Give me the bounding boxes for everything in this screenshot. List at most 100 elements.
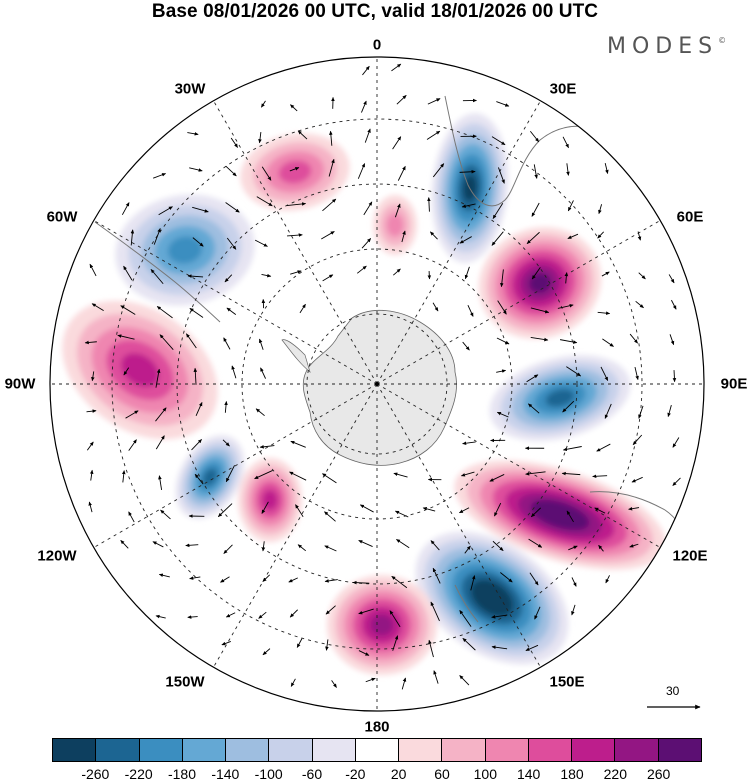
- wind-arrow: [86, 441, 94, 451]
- wind-arrow: [638, 405, 644, 419]
- wind-arrow: [231, 365, 237, 379]
- colorbar-tick-label: -100: [254, 766, 283, 782]
- wind-arrow: [628, 506, 640, 511]
- logo-text: MODES: [607, 34, 719, 59]
- wind-arrow: [325, 605, 336, 615]
- wind-arrow: [159, 334, 174, 350]
- wind-arrow: [497, 300, 507, 315]
- map-boundary: [49, 56, 705, 712]
- wind-arrow: [494, 502, 502, 517]
- modes-logo: MODES©: [607, 34, 726, 59]
- wind-arrow: [394, 510, 409, 518]
- south-america-coast: [94, 221, 221, 323]
- wind-arrow: [296, 638, 303, 648]
- wind-arrow: [459, 169, 476, 174]
- wind-arrow: [491, 645, 508, 650]
- wind-arrow: [325, 639, 329, 651]
- polar-stereographic-map: [49, 56, 705, 712]
- colorbar-segment: [399, 739, 443, 761]
- wind-arrow: [461, 203, 476, 208]
- colorbar-tick-label: -220: [124, 766, 153, 782]
- wind-arrow: [638, 272, 646, 280]
- wind-arrow: [260, 367, 266, 379]
- logo-registered-mark: ©: [718, 36, 727, 45]
- wind-arrow: [324, 579, 338, 583]
- colorbar-segment: [182, 739, 227, 761]
- negative-anomaly-150e: [415, 531, 569, 665]
- wind-arrow: [460, 471, 475, 477]
- wind-arrow: [187, 274, 204, 278]
- wind-arrow: [430, 540, 440, 551]
- wind-arrow: [534, 606, 541, 620]
- wind-arrow: [290, 678, 296, 687]
- wind-arrow: [561, 471, 581, 476]
- colorbar-tick-label: 260: [646, 766, 671, 782]
- wind-arrow: [117, 334, 135, 340]
- wind-arrow: [357, 163, 366, 179]
- wind-arrow: [392, 635, 399, 651]
- wind-arrow: [529, 572, 539, 586]
- colorbar-tick-label: 220: [603, 766, 628, 782]
- wind-arrow: [669, 334, 675, 346]
- colorbar-segment: [226, 739, 270, 761]
- meridian-line: [376, 220, 661, 385]
- wind-arrow: [592, 474, 608, 479]
- wind-arrow: [261, 273, 272, 278]
- wind-arrow: [153, 228, 161, 245]
- wind-arrow: [185, 543, 199, 548]
- wind-arrow: [358, 608, 374, 615]
- meridian-line: [376, 100, 541, 385]
- wind-arrow: [529, 130, 540, 143]
- wind-arrow: [631, 476, 643, 483]
- wind-arrow: [220, 576, 230, 583]
- wind-arrow: [289, 167, 300, 172]
- wind-arrow: [361, 238, 372, 249]
- wind-arrow: [363, 201, 373, 216]
- wind-arrow: [297, 544, 307, 552]
- antarctic-peninsula: [281, 339, 311, 374]
- wind-arrow: [364, 128, 371, 143]
- colorbar-segment: [269, 739, 313, 761]
- wind-arrow: [392, 136, 402, 150]
- wind-arrow: [427, 98, 441, 105]
- wind-arrow: [262, 574, 271, 582]
- wind-arrow: [432, 163, 445, 178]
- wind-arrow: [297, 130, 308, 140]
- wind-arrow: [153, 173, 167, 179]
- wind-arrow: [491, 136, 506, 146]
- wind-arrow: [324, 545, 337, 552]
- wind-arrow: [223, 544, 233, 554]
- wind-arrow: [221, 641, 231, 646]
- colorbar-segment: [312, 739, 356, 761]
- wind-arrow: [289, 471, 307, 481]
- wind-arrow: [531, 267, 541, 280]
- wind-arrow: [86, 409, 97, 413]
- wind-arrow: [187, 615, 198, 619]
- wind-arrow: [598, 204, 603, 215]
- colorbar-segment: [658, 739, 701, 761]
- wind-arrow: [528, 403, 540, 414]
- wind-arrow: [261, 501, 269, 514]
- positive-anomaly-pole-center: [373, 195, 417, 255]
- lon-label-180: 180: [364, 718, 390, 736]
- wind-arrow: [562, 446, 582, 452]
- wind-arrow: [531, 202, 540, 217]
- lon-label-150w: 150W: [165, 673, 205, 691]
- wind-arrow: [328, 158, 335, 177]
- wind-arrow: [528, 538, 543, 548]
- latitude-circle: [111, 118, 643, 650]
- wind-arrow: [322, 274, 334, 282]
- wind-arrow: [492, 203, 504, 219]
- negative-anomaly-60w: [115, 194, 255, 306]
- wind-arrow: [84, 340, 97, 345]
- wind-arrow: [567, 200, 574, 212]
- positive-anomaly-180: [327, 575, 437, 675]
- colorbar-segment: [572, 739, 616, 761]
- colorbar-tick-label: -60: [301, 766, 323, 782]
- wind-arrow: [160, 509, 171, 520]
- wind-arrow: [596, 443, 611, 452]
- wind-arrow: [492, 540, 504, 551]
- wind-arrow: [89, 469, 94, 481]
- lon-label-30e: 30E: [549, 80, 577, 98]
- wind-arrow: [189, 576, 201, 580]
